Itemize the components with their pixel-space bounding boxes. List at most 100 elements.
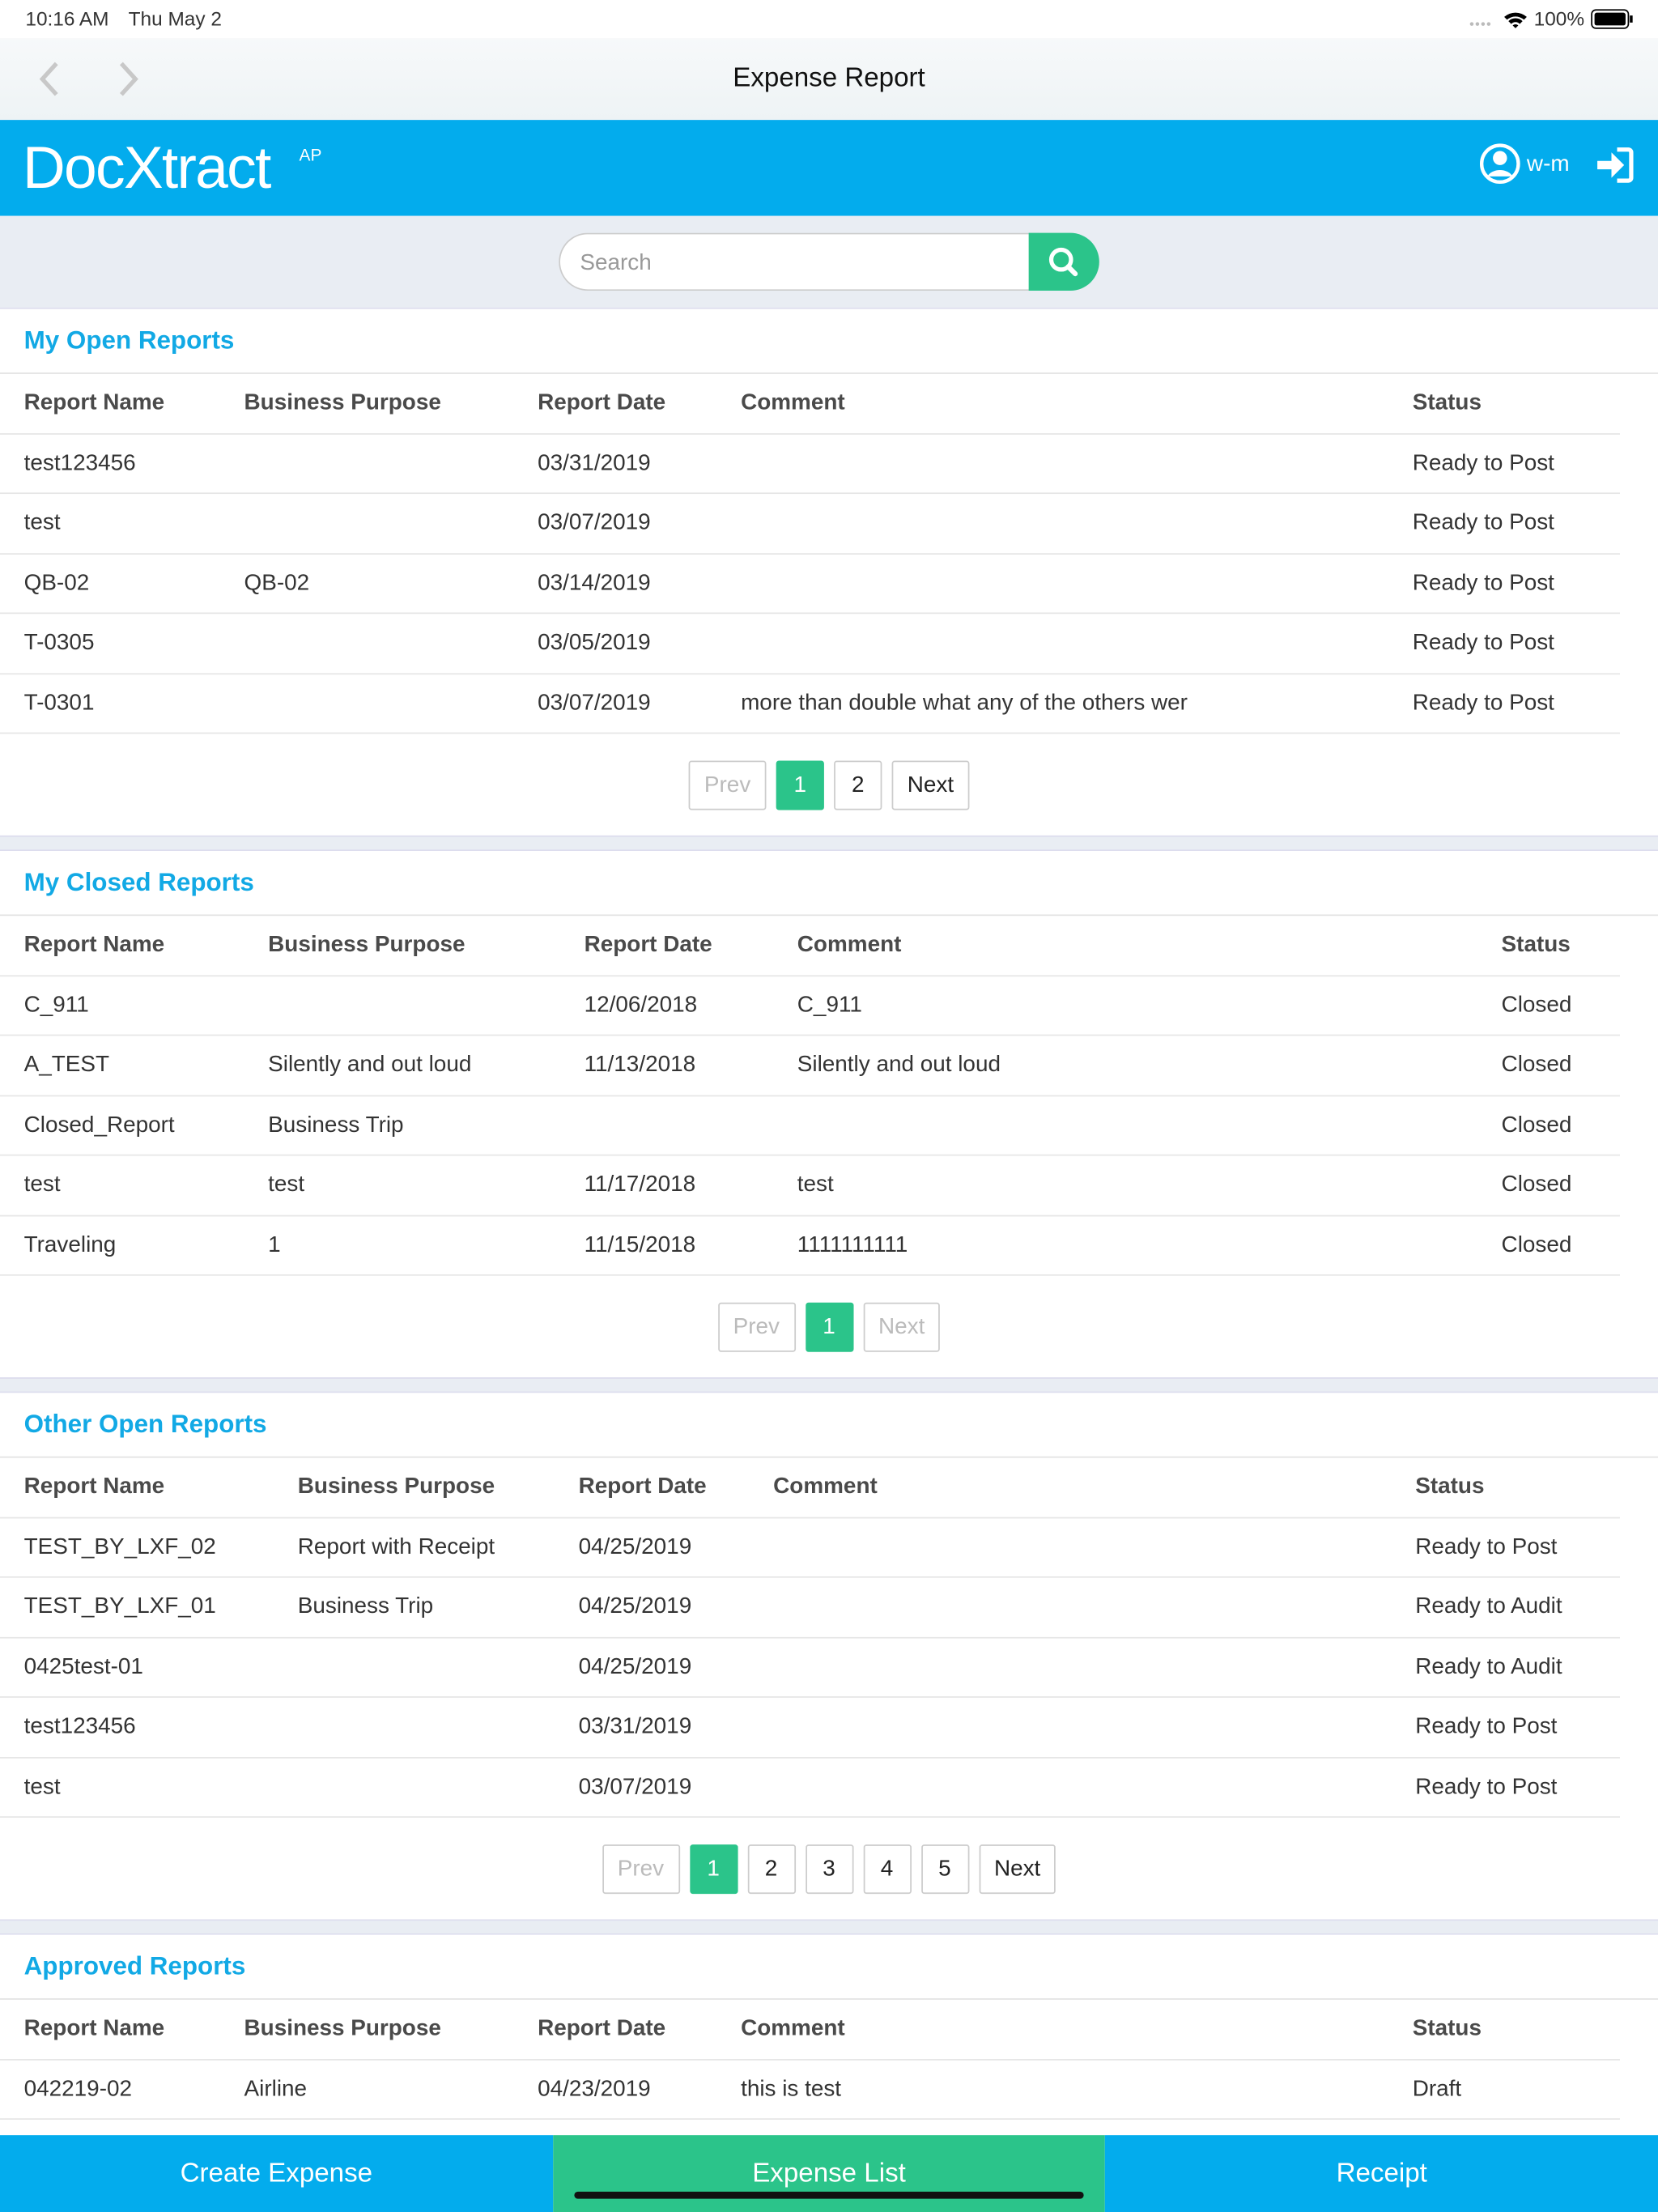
table-row[interactable]: test 03/07/2019 Ready to Post [0, 1758, 1620, 1818]
user-icon[interactable] [1479, 143, 1521, 185]
table-cell: QB-02 [23, 571, 90, 595]
page-button: Prev [688, 759, 767, 810]
table-cell: Ready to Post [1415, 1774, 1558, 1799]
table-cell: T-0301 [23, 691, 95, 715]
table-row[interactable]: A_TEST Silently and out loud 11/13/2018 Sil… [0, 1036, 1620, 1096]
page-button[interactable]: 1 [805, 1301, 853, 1351]
table-row[interactable]: T-0305 03/05/2019 Ready to Post [0, 614, 1620, 674]
page-button[interactable]: Next [891, 759, 970, 810]
table-cell: Ready to Post [1412, 450, 1554, 475]
status-bar: 10:16 AM Thu May 2 100% [0, 0, 1658, 39]
table-header: Report Name Business Purpose Report Date Co… [0, 916, 1620, 976]
column-header: Report Date [578, 1474, 707, 1499]
table-row[interactable]: 0425test-01 04/25/2019 Ready to Audit [0, 1638, 1620, 1698]
search-icon [1048, 247, 1078, 277]
section-title: Other Open Reports [0, 1393, 1658, 1458]
column-header: Comment [741, 390, 845, 415]
table-cell: test [23, 510, 61, 535]
table-cell: 03/07/2019 [538, 510, 651, 535]
table-row[interactable]: T-0301 03/07/2019 more than double what an… [0, 674, 1620, 734]
nav-title: Expense Report [733, 63, 925, 94]
search-button[interactable] [1028, 232, 1099, 291]
table-row[interactable]: TEST_BY_LXF_02 Report with Receipt 04/25/2… [0, 1518, 1620, 1578]
logo: DocXtract [22, 134, 271, 201]
table-cell: Ready to Post [1412, 631, 1554, 655]
nav-arrows[interactable] [36, 59, 149, 99]
table-row[interactable]: TEST_BY_LXF_01 Business Trip 04/25/2019 Rea… [0, 1578, 1620, 1638]
column-header: Report Name [23, 933, 165, 957]
column-header: Comment [773, 1474, 878, 1499]
table-cell: 11/17/2018 [584, 1172, 696, 1197]
search-placeholder: Search [580, 251, 652, 275]
column-header: Business Purpose [297, 1474, 495, 1499]
pagination: Prev 1 2 3 4 5 Next [0, 1818, 1658, 1919]
page-button[interactable]: 4 [862, 1844, 912, 1894]
section-gap [0, 835, 1658, 852]
table-cell: C_911 [797, 993, 862, 1017]
table-cell: test [268, 1172, 305, 1197]
column-header: Status [1412, 2016, 1482, 2041]
report-section: My Closed Reports Report Name Business Pur… [0, 851, 1658, 1378]
page-button[interactable]: Next [978, 1844, 1056, 1894]
table-row[interactable]: Traveling 1 11/15/2018 1111111111 Closed [0, 1216, 1620, 1276]
pagination: Prev 1 Next [0, 1276, 1658, 1377]
page-button[interactable]: 1 [776, 759, 824, 810]
content: My Open Reports Report Name Business Purpo… [0, 308, 1658, 2120]
table-cell: Silently and out loud [797, 1053, 1001, 1077]
time: 10:16 AM [25, 6, 109, 30]
table-cell: Ready to Audit [1415, 1594, 1562, 1619]
table-cell: 12/06/2018 [584, 993, 698, 1017]
tab-bar: Create Expense Expense List Receipt [0, 2135, 1658, 2212]
column-header: Business Purpose [268, 933, 466, 957]
page-button[interactable]: 2 [834, 759, 882, 810]
table-cell: 042219-02 [23, 2076, 132, 2101]
table-cell: test [23, 1774, 61, 1799]
column-header: Comment [797, 933, 902, 957]
table-cell: test [797, 1172, 834, 1197]
column-header: Business Purpose [244, 390, 441, 415]
table-cell: Draft [1412, 2076, 1462, 2101]
column-header: Comment [741, 2016, 845, 2041]
table-cell: 04/25/2019 [578, 1594, 692, 1619]
search-input[interactable]: Search [559, 232, 1039, 291]
table-header: Report Name Business Purpose Report Date Co… [0, 374, 1620, 434]
table-cell: more than double what any of the others … [741, 691, 1188, 715]
page-button[interactable]: 3 [805, 1844, 853, 1894]
column-header: Report Name [23, 390, 165, 415]
page-button[interactable]: 1 [689, 1844, 738, 1894]
table-row[interactable]: test 03/07/2019 Ready to Post [0, 494, 1620, 555]
table-cell: 03/14/2019 [538, 571, 651, 595]
column-header: Report Date [538, 390, 666, 415]
table-header: Report Name Business Purpose Report Date Co… [0, 1458, 1620, 1518]
column-header: Status [1412, 390, 1482, 415]
tab[interactable]: Expense List [552, 2135, 1106, 2212]
column-header: Report Date [538, 2016, 666, 2041]
table-cell: 04/25/2019 [578, 1654, 692, 1679]
table-cell: QB-02 [244, 571, 310, 595]
table-cell: Business Trip [268, 1112, 404, 1137]
table-row[interactable]: Closed_Report Business Trip Closed [0, 1095, 1620, 1156]
table-cell: 04/25/2019 [578, 1534, 692, 1559]
tab[interactable]: Create Expense [0, 2135, 553, 2212]
table-row[interactable]: test test 11/17/2018 test Closed [0, 1156, 1620, 1216]
table-row[interactable]: QB-02 QB-02 03/14/2019 Ready to Post [0, 554, 1620, 615]
table-row[interactable]: test123456 03/31/2019 Ready to Post [0, 1698, 1620, 1758]
page-button[interactable]: 2 [746, 1844, 796, 1894]
table-cell: 11/13/2018 [584, 1053, 696, 1077]
page-button[interactable]: 5 [920, 1844, 969, 1894]
logout-icon[interactable] [1595, 147, 1635, 183]
tab[interactable]: Receipt [1105, 2135, 1658, 2212]
table-cell: Ready to Audit [1415, 1654, 1562, 1679]
table-row[interactable]: C_911 12/06/2018 C_911 Closed [0, 976, 1620, 1036]
nav-bar: Expense Report [0, 38, 1658, 121]
table-cell: 03/31/2019 [578, 1714, 692, 1739]
app-header: DocXtract AP w-m [0, 120, 1658, 216]
table-cell: Ready to Post [1412, 510, 1554, 535]
table-cell: 03/07/2019 [578, 1774, 692, 1799]
table-row[interactable]: 042219-02 Airline 04/23/2019 this is test Dr… [0, 2060, 1620, 2120]
user-name[interactable]: w-m [1526, 152, 1570, 177]
table-cell: Closed [1501, 1053, 1572, 1077]
table-cell: Ready to Post [1415, 1714, 1558, 1739]
table-row[interactable]: test123456 03/31/2019 Ready to Post [0, 434, 1620, 495]
